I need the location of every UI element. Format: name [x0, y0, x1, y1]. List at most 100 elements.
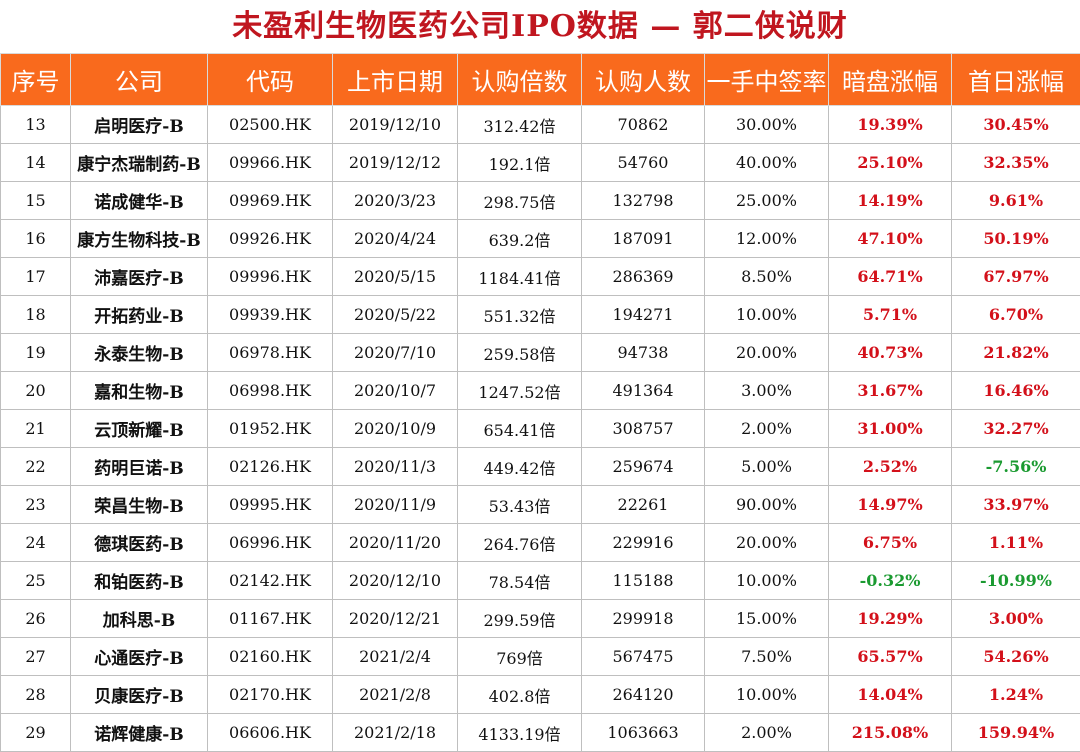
cell-lot-success-rate: 30.00%: [705, 106, 829, 144]
cell-subscription-multiple: 449.42倍: [458, 448, 582, 486]
cell-subscription-multiple: 298.75倍: [458, 182, 582, 220]
cell-company: 和铂医药-B: [71, 562, 208, 600]
cell-company: 荣昌生物-B: [71, 486, 208, 524]
cell-subscribers: 567475: [582, 638, 705, 676]
cell-listing-date: 2020/4/24: [333, 220, 458, 258]
cell-index: 27: [1, 638, 71, 676]
cell-grey-market-change: 6.75%: [829, 524, 952, 562]
cell-index: 17: [1, 258, 71, 296]
cell-grey-market-change: 14.97%: [829, 486, 952, 524]
cell-first-day-change: -10.99%: [952, 562, 1080, 600]
cell-subscribers: 194271: [582, 296, 705, 334]
cell-grey-market-change: 25.10%: [829, 144, 952, 182]
cell-first-day-change: 33.97%: [952, 486, 1080, 524]
cell-subscribers: 70862: [582, 106, 705, 144]
cell-code: 06978.HK: [208, 334, 333, 372]
cell-code: 06606.HK: [208, 714, 333, 752]
cell-code: 06996.HK: [208, 524, 333, 562]
cell-subscribers: 308757: [582, 410, 705, 448]
cell-subscription-multiple: 402.8倍: [458, 676, 582, 714]
cell-company: 嘉和生物-B: [71, 372, 208, 410]
cell-first-day-change: 32.27%: [952, 410, 1080, 448]
cell-company: 康方生物科技-B: [71, 220, 208, 258]
cell-company: 启明医疗-B: [71, 106, 208, 144]
cell-index: 22: [1, 448, 71, 486]
cell-index: 18: [1, 296, 71, 334]
cell-code: 06998.HK: [208, 372, 333, 410]
cell-code: 09969.HK: [208, 182, 333, 220]
cell-grey-market-change: 5.71%: [829, 296, 952, 334]
cell-subscribers: 299918: [582, 600, 705, 638]
cell-index: 16: [1, 220, 71, 258]
cell-lot-success-rate: 10.00%: [705, 676, 829, 714]
cell-subscription-multiple: 312.42倍: [458, 106, 582, 144]
cell-lot-success-rate: 5.00%: [705, 448, 829, 486]
cell-index: 29: [1, 714, 71, 752]
cell-first-day-change: 67.97%: [952, 258, 1080, 296]
cell-grey-market-change: 215.08%: [829, 714, 952, 752]
cell-index: 20: [1, 372, 71, 410]
cell-grey-market-change: 14.19%: [829, 182, 952, 220]
col-header-index: 序号: [1, 54, 71, 106]
cell-code: 02500.HK: [208, 106, 333, 144]
cell-index: 21: [1, 410, 71, 448]
cell-subscribers: 22261: [582, 486, 705, 524]
cell-index: 24: [1, 524, 71, 562]
cell-code: 02142.HK: [208, 562, 333, 600]
cell-lot-success-rate: 7.50%: [705, 638, 829, 676]
cell-subscribers: 264120: [582, 676, 705, 714]
cell-code: 01952.HK: [208, 410, 333, 448]
cell-grey-market-change: 31.67%: [829, 372, 952, 410]
cell-company: 云顶新耀-B: [71, 410, 208, 448]
cell-company: 加科思-B: [71, 600, 208, 638]
cell-grey-market-change: 2.52%: [829, 448, 952, 486]
cell-index: 28: [1, 676, 71, 714]
col-header-code: 代码: [208, 54, 333, 106]
cell-listing-date: 2020/12/10: [333, 562, 458, 600]
cell-first-day-change: 50.19%: [952, 220, 1080, 258]
cell-subscription-multiple: 654.41倍: [458, 410, 582, 448]
cell-first-day-change: -7.56%: [952, 448, 1080, 486]
cell-index: 13: [1, 106, 71, 144]
cell-index: 23: [1, 486, 71, 524]
cell-listing-date: 2020/11/3: [333, 448, 458, 486]
cell-listing-date: 2020/7/10: [333, 334, 458, 372]
cell-company: 康宁杰瑞制药-B: [71, 144, 208, 182]
page-title: 未盈利生物医药公司IPO数据 — 郭二侠说财: [0, 0, 1080, 53]
cell-listing-date: 2020/3/23: [333, 182, 458, 220]
cell-subscription-multiple: 769倍: [458, 638, 582, 676]
cell-subscribers: 286369: [582, 258, 705, 296]
cell-index: 15: [1, 182, 71, 220]
cell-code: 02160.HK: [208, 638, 333, 676]
cell-code: 02126.HK: [208, 448, 333, 486]
cell-grey-market-change: 47.10%: [829, 220, 952, 258]
cell-lot-success-rate: 20.00%: [705, 524, 829, 562]
cell-company: 诺成健华-B: [71, 182, 208, 220]
cell-first-day-change: 9.61%: [952, 182, 1080, 220]
cell-company: 药明巨诺-B: [71, 448, 208, 486]
cell-subscribers: 1063663: [582, 714, 705, 752]
col-header-lot-success-rate: 一手中签率: [705, 54, 829, 106]
cell-code: 09996.HK: [208, 258, 333, 296]
cell-index: 25: [1, 562, 71, 600]
cell-listing-date: 2020/5/22: [333, 296, 458, 334]
cell-subscribers: 187091: [582, 220, 705, 258]
cell-first-day-change: 54.26%: [952, 638, 1080, 676]
cell-listing-date: 2020/12/21: [333, 600, 458, 638]
cell-subscription-multiple: 192.1倍: [458, 144, 582, 182]
cell-lot-success-rate: 20.00%: [705, 334, 829, 372]
col-header-company: 公司: [71, 54, 208, 106]
cell-subscribers: 491364: [582, 372, 705, 410]
cell-company: 诺辉健康-B: [71, 714, 208, 752]
cell-index: 14: [1, 144, 71, 182]
